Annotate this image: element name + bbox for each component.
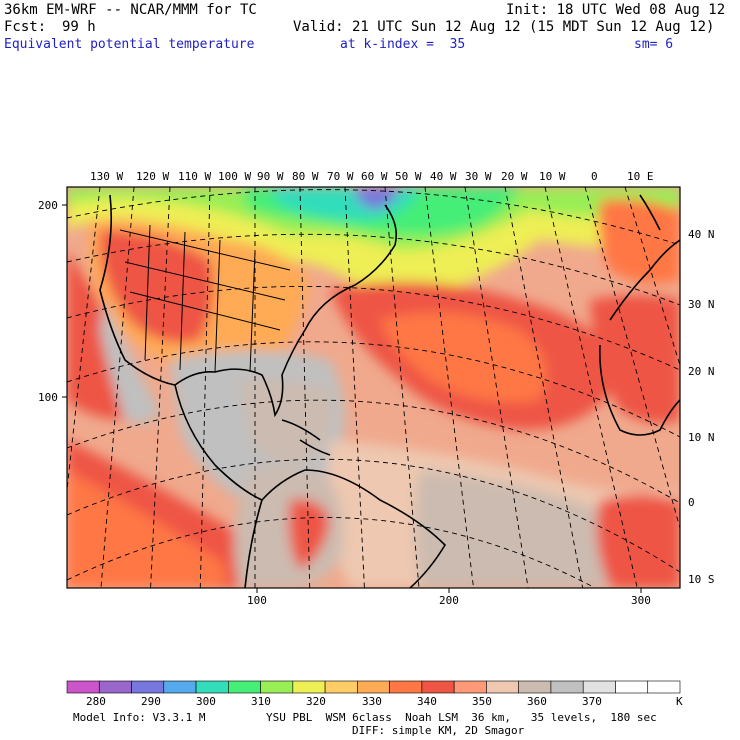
lon-label: 0 bbox=[591, 170, 598, 183]
colorbar-swatch bbox=[131, 680, 165, 694]
grid-y-label: 100 bbox=[38, 391, 58, 404]
lon-label: 100 W bbox=[218, 170, 252, 183]
lat-label: 30 N bbox=[688, 298, 715, 311]
physics-info: YSU PBL WSM 6class Noah LSM 36 km, 35 le… bbox=[266, 711, 657, 724]
model-title: 36km EM-WRF -- NCAR/MMM for TC bbox=[4, 2, 257, 18]
lon-label: 30 W bbox=[465, 170, 492, 183]
colorbar-label: 340 bbox=[417, 695, 437, 708]
grid-y-label: 200 bbox=[38, 199, 58, 212]
colorbar-swatch bbox=[228, 680, 261, 694]
lat-label: 20 N bbox=[688, 365, 715, 378]
lon-label: 110 W bbox=[178, 170, 212, 183]
grid-x-label: 200 bbox=[439, 594, 459, 607]
colorbar-swatch bbox=[453, 680, 487, 694]
colorbar-swatch bbox=[324, 680, 358, 694]
lat-label: 10 S bbox=[688, 573, 715, 586]
state-boundaries bbox=[119, 224, 291, 373]
lon-label: 10 E bbox=[627, 170, 654, 183]
colorbar-label: 290 bbox=[141, 695, 161, 708]
diffusion-info: DIFF: simple KM, 2D Smagor bbox=[352, 724, 525, 737]
colorbar-swatch bbox=[292, 680, 326, 694]
colorbar-label: 350 bbox=[472, 695, 492, 708]
grid-x-label: 100 bbox=[247, 594, 267, 607]
colorbar-unit: K bbox=[676, 695, 683, 708]
colorbar-swatch bbox=[357, 680, 390, 694]
valid-time: Valid: 21 UTC Sun 12 Aug 12 (15 MDT Sun … bbox=[293, 19, 715, 35]
colorbar-label: 300 bbox=[196, 695, 216, 708]
colorbar-swatch bbox=[66, 680, 100, 694]
model-info: Model Info: V3.3.1 M bbox=[73, 711, 206, 724]
colorbar-swatch bbox=[163, 680, 197, 694]
grid-ticks bbox=[62, 204, 642, 593]
colorbar-swatch bbox=[195, 680, 229, 694]
coastlines bbox=[99, 194, 680, 588]
colorbar-swatch bbox=[615, 680, 649, 694]
colorbar-swatch bbox=[582, 680, 616, 694]
colorbar-swatch bbox=[550, 680, 584, 694]
lon-label: 70 W bbox=[327, 170, 354, 183]
level-info: at k-index = 35 bbox=[340, 37, 466, 52]
lat-label: 10 N bbox=[688, 431, 715, 444]
colorbar-swatch bbox=[389, 680, 423, 694]
lon-label: 50 W bbox=[395, 170, 422, 183]
forecast-label: Fcst: bbox=[4, 19, 47, 35]
lon-label: 20 W bbox=[501, 170, 528, 183]
map-frame bbox=[66, 186, 681, 589]
lon-label: 60 W bbox=[361, 170, 388, 183]
lon-label: 40 W bbox=[430, 170, 457, 183]
theta-e-fill-field bbox=[67, 187, 680, 588]
colorbar-swatch bbox=[486, 680, 519, 694]
forecast-hour: 99 h bbox=[62, 19, 96, 35]
lon-label: 80 W bbox=[292, 170, 319, 183]
colorbar-label: 280 bbox=[86, 695, 106, 708]
colorbar-label: 330 bbox=[362, 695, 382, 708]
lon-label: 130 W bbox=[90, 170, 124, 183]
smoothing-info: sm= 6 bbox=[634, 37, 674, 52]
colorbar-label: 360 bbox=[527, 695, 547, 708]
colorbar-label: 320 bbox=[306, 695, 326, 708]
colorbar-swatch bbox=[260, 680, 294, 694]
graticule bbox=[67, 187, 680, 588]
lon-label: 90 W bbox=[257, 170, 284, 183]
colorbar-label: 370 bbox=[582, 695, 602, 708]
lat-label: 0 bbox=[688, 496, 695, 509]
lat-label: 40 N bbox=[688, 228, 715, 241]
field-name: Equivalent potential temperature bbox=[4, 37, 255, 52]
lon-label: 120 W bbox=[136, 170, 170, 183]
lon-label: 10 W bbox=[539, 170, 566, 183]
grid-x-label: 300 bbox=[631, 594, 651, 607]
colorbar-swatch bbox=[98, 680, 132, 694]
colorbar-swatch bbox=[518, 680, 552, 694]
colorbar bbox=[66, 680, 681, 694]
colorbar-swatch bbox=[421, 680, 455, 694]
colorbar-swatch bbox=[647, 680, 681, 694]
colorbar-label: 310 bbox=[251, 695, 271, 708]
init-time: Init: 18 UTC Wed 08 Aug 12 bbox=[506, 2, 726, 18]
